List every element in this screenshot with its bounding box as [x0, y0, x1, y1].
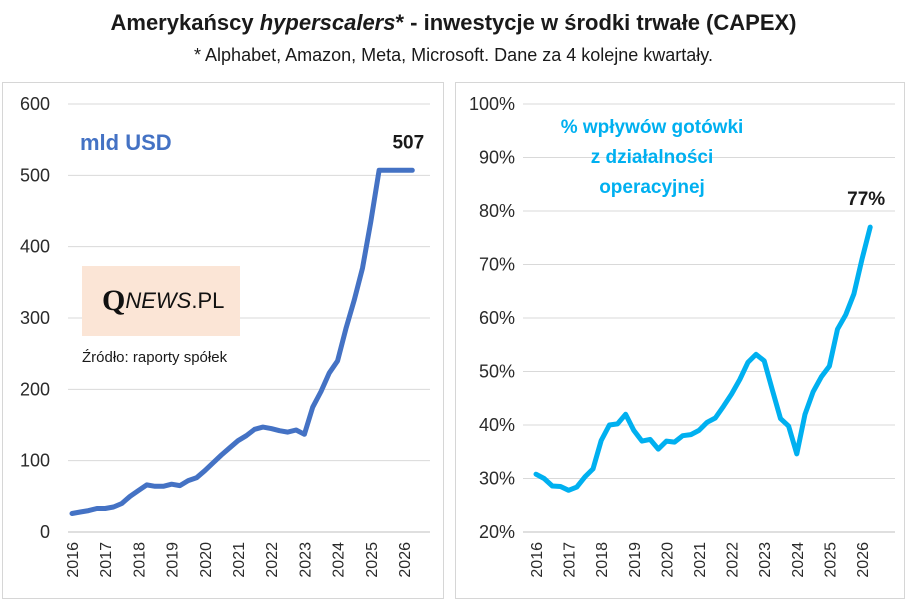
right-x-tick-label: 2016 [529, 542, 546, 578]
right-x-tick-label: 2017 [562, 542, 579, 578]
right-x-tick-label: 2019 [627, 542, 644, 578]
chart-subtitle: * Alphabet, Amazon, Meta, Microsoft. Dan… [194, 45, 713, 65]
left-y-tick-label: 0 [40, 522, 50, 542]
left-y-tick-label: 500 [20, 165, 50, 185]
left-y-tick-label: 600 [20, 94, 50, 114]
right-x-tick-label: 2020 [659, 542, 676, 578]
qnews-logo: Q NEWS .PL [82, 266, 240, 336]
left-x-tick-label: 2022 [264, 542, 281, 578]
right-unit-label-line: z działalności [591, 147, 713, 168]
right-x-tick-label: 2024 [790, 542, 807, 578]
left-x-tick-label: 2019 [165, 542, 182, 578]
right-y-tick-label: 50% [479, 362, 515, 382]
right-y-tick-label: 100% [469, 94, 515, 114]
left-x-tick-label: 2024 [331, 542, 348, 578]
right-x-tick-label: 2023 [757, 542, 774, 578]
right-x-tick-label: 2022 [725, 542, 742, 578]
left-y-tick-label: 100 [20, 451, 50, 471]
right-y-tick-label: 80% [479, 201, 515, 221]
left-y-tick-label: 300 [20, 308, 50, 328]
left-y-tick-label: 200 [20, 379, 50, 399]
right-unit-label-line: operacyjnej [599, 177, 705, 198]
chart-title: Amerykańscy hyperscalers* - inwestycje w… [110, 10, 797, 35]
right-y-tick-label: 60% [479, 308, 515, 328]
right-unit-label-line: % wpływów gotówki [561, 117, 744, 138]
left-y-tick-label: 400 [20, 237, 50, 257]
right-panel-border [455, 82, 905, 599]
left-x-tick-label: 2016 [65, 542, 82, 578]
right-y-tick-label: 40% [479, 415, 515, 435]
left-x-tick-label: 2025 [364, 542, 381, 578]
left-x-tick-label: 2026 [397, 542, 414, 578]
left-x-tick-label: 2018 [131, 542, 148, 578]
right-end-value-label: 77% [847, 189, 885, 210]
right-x-tick-label: 2018 [594, 542, 611, 578]
left-panel-border [2, 82, 444, 599]
left-x-tick-label: 2017 [98, 542, 115, 578]
right-y-tick-label: 70% [479, 255, 515, 275]
left-x-tick-label: 2021 [231, 542, 248, 578]
left-series-line [69, 167, 415, 516]
right-y-tick-label: 30% [479, 469, 515, 489]
left-end-value-label: 507 [392, 132, 424, 153]
right-x-tick-label: 2021 [692, 542, 709, 578]
right-x-tick-label: 2025 [822, 542, 839, 578]
right-y-tick-label: 90% [479, 148, 515, 168]
source-note: Źródło: raporty spółek [82, 349, 228, 366]
right-y-tick-label: 20% [479, 522, 515, 542]
right-series-line [533, 224, 873, 493]
left-unit-label: mld USD [80, 130, 172, 155]
left-x-tick-label: 2020 [198, 542, 215, 578]
right-x-tick-label: 2026 [855, 542, 872, 578]
left-x-tick-label: 2023 [297, 542, 314, 578]
